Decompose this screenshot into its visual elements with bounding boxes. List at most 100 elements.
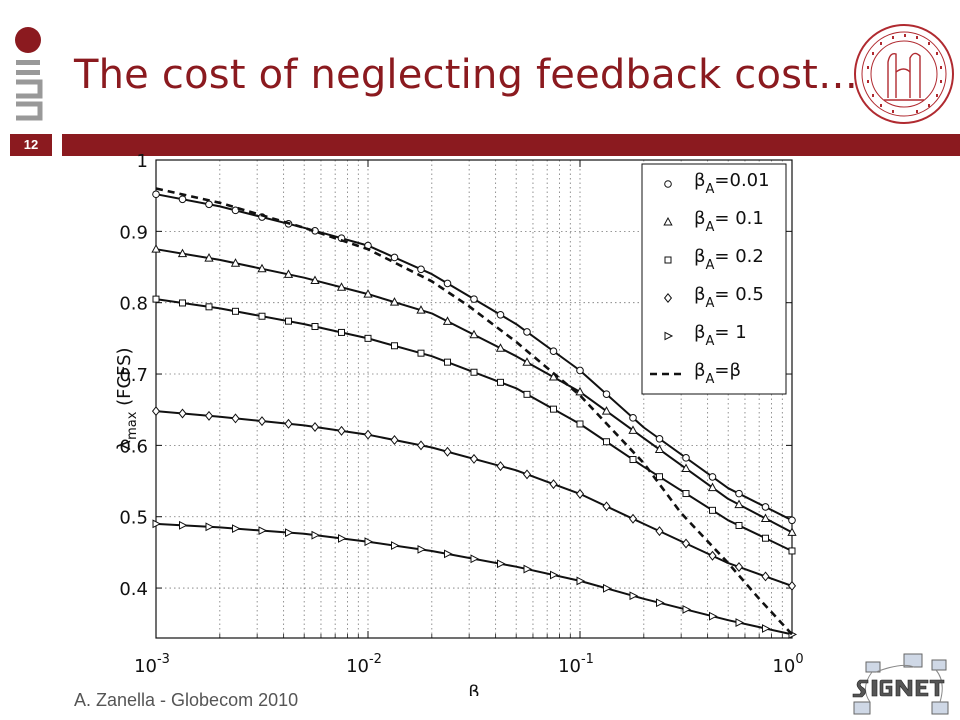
- x-tick-label: 100: [772, 652, 803, 677]
- series-marker-1: [761, 503, 770, 511]
- series-marker-1: [152, 190, 160, 199]
- legend-label-4: βA= 0.5: [694, 284, 764, 311]
- series-marker-1: [496, 311, 505, 319]
- series-marker-5: [735, 618, 745, 628]
- signet-logo: [852, 653, 949, 715]
- series-marker-4: [337, 425, 346, 436]
- series-marker-3: [338, 328, 345, 336]
- series-marker-5: [682, 605, 692, 614]
- slide-title: The cost of neglecting feedback cost…: [74, 52, 859, 98]
- series-marker-3: [417, 349, 425, 357]
- y-tick-label: 0.9: [119, 222, 148, 243]
- series-marker-1: [178, 195, 187, 204]
- series-marker-1: [205, 200, 213, 209]
- series-marker-1: [443, 279, 452, 288]
- series-marker-2: [363, 289, 373, 298]
- series-marker-2: [442, 316, 453, 325]
- series-marker-4: [310, 421, 320, 432]
- series-marker-5: [338, 534, 347, 543]
- series-marker-1: [655, 435, 664, 443]
- series-marker-2: [151, 244, 161, 253]
- series-marker-5: [364, 537, 374, 547]
- series-marker-1: [708, 473, 717, 481]
- series-marker-5: [232, 524, 241, 534]
- series-marker-3: [603, 438, 610, 446]
- series-marker-4: [522, 469, 532, 480]
- series-marker-3: [682, 490, 690, 498]
- series-marker-2: [389, 297, 400, 306]
- series-marker-3: [470, 368, 478, 376]
- series-marker-5: [629, 591, 639, 601]
- series-marker-3: [762, 534, 769, 542]
- series-marker-5: [603, 583, 612, 593]
- series-marker-4: [363, 429, 373, 440]
- series-marker-2: [707, 482, 718, 492]
- series-marker-5: [497, 559, 506, 569]
- legend-swatch-1: [664, 180, 672, 188]
- series-marker-3: [444, 358, 451, 366]
- series-marker-2: [257, 263, 267, 273]
- series-marker-3: [364, 334, 372, 342]
- series-marker-2: [760, 513, 771, 522]
- series-marker-2: [681, 463, 691, 473]
- series-marker-2: [469, 329, 479, 339]
- series-marker-4: [204, 410, 214, 421]
- series-marker-3: [656, 473, 663, 481]
- series-marker-1: [788, 516, 796, 525]
- series-marker-2: [336, 282, 347, 291]
- series-marker-1: [523, 328, 531, 336]
- series-marker-3: [391, 342, 398, 350]
- series-marker-5: [523, 564, 533, 574]
- series-marker-1: [602, 390, 611, 398]
- legend-label-1: βA=0.01: [694, 170, 770, 197]
- series-marker-1: [470, 295, 478, 303]
- legend-label-5: βA= 1: [694, 322, 747, 349]
- series-marker-5: [656, 598, 665, 608]
- series-marker-5: [444, 549, 453, 559]
- series-marker-3: [258, 312, 266, 320]
- legend-swatch-4: [663, 293, 673, 303]
- legend-label-6: βA=β: [694, 360, 741, 387]
- series-marker-4: [628, 513, 638, 524]
- footer-text: A. Zanella - Globecom 2010: [74, 690, 299, 710]
- legend-box: [641, 163, 787, 395]
- series-marker-1: [682, 454, 690, 462]
- series-marker-3: [735, 521, 743, 529]
- series-marker-3: [709, 506, 716, 514]
- legend-label-2: βA= 0.1: [694, 208, 764, 235]
- x-tick-label: 10-1: [558, 652, 594, 677]
- series-marker-2: [601, 406, 612, 415]
- series-marker-2: [787, 527, 797, 536]
- series-marker-5: [258, 526, 268, 536]
- legend-label-3: βA= 0.2: [694, 246, 764, 273]
- series-marker-2: [204, 253, 214, 262]
- y-tick-label: 0.5: [119, 508, 148, 529]
- series-marker-2: [230, 258, 241, 267]
- series-marker-4: [708, 550, 717, 561]
- x-axis-label: β: [468, 682, 480, 696]
- y-tick-label: 0.4: [119, 579, 148, 600]
- series-marker-2: [495, 343, 506, 352]
- series-marker-1: [390, 253, 399, 262]
- series-marker-4: [151, 406, 161, 417]
- series-marker-3: [152, 295, 160, 303]
- series-marker-3: [179, 299, 186, 307]
- series-marker-5: [709, 611, 718, 621]
- series-marker-3: [629, 456, 637, 464]
- series-line-6: [155, 187, 793, 636]
- plot-frame: [155, 159, 793, 639]
- series-marker-4: [178, 408, 187, 419]
- series-marker-2: [654, 444, 665, 454]
- chart: 0.4 0.5 0.6 0.7 0.8 0.9 1 10-3 10-2 10-1 100 β λmax …: [114, 152, 804, 696]
- university-logo: [15, 27, 43, 121]
- x-tick-label: 10-3: [134, 652, 170, 677]
- y-axis-label: λmax (FCFS): [114, 347, 140, 450]
- series-marker-4: [681, 538, 691, 549]
- series-marker-3: [205, 303, 213, 311]
- series-marker-4: [761, 571, 770, 582]
- series-marker-1: [576, 366, 584, 375]
- series-marker-2: [734, 499, 744, 509]
- series-marker-2: [548, 372, 559, 381]
- series-marker-3: [232, 307, 239, 315]
- series-marker-4: [496, 461, 505, 472]
